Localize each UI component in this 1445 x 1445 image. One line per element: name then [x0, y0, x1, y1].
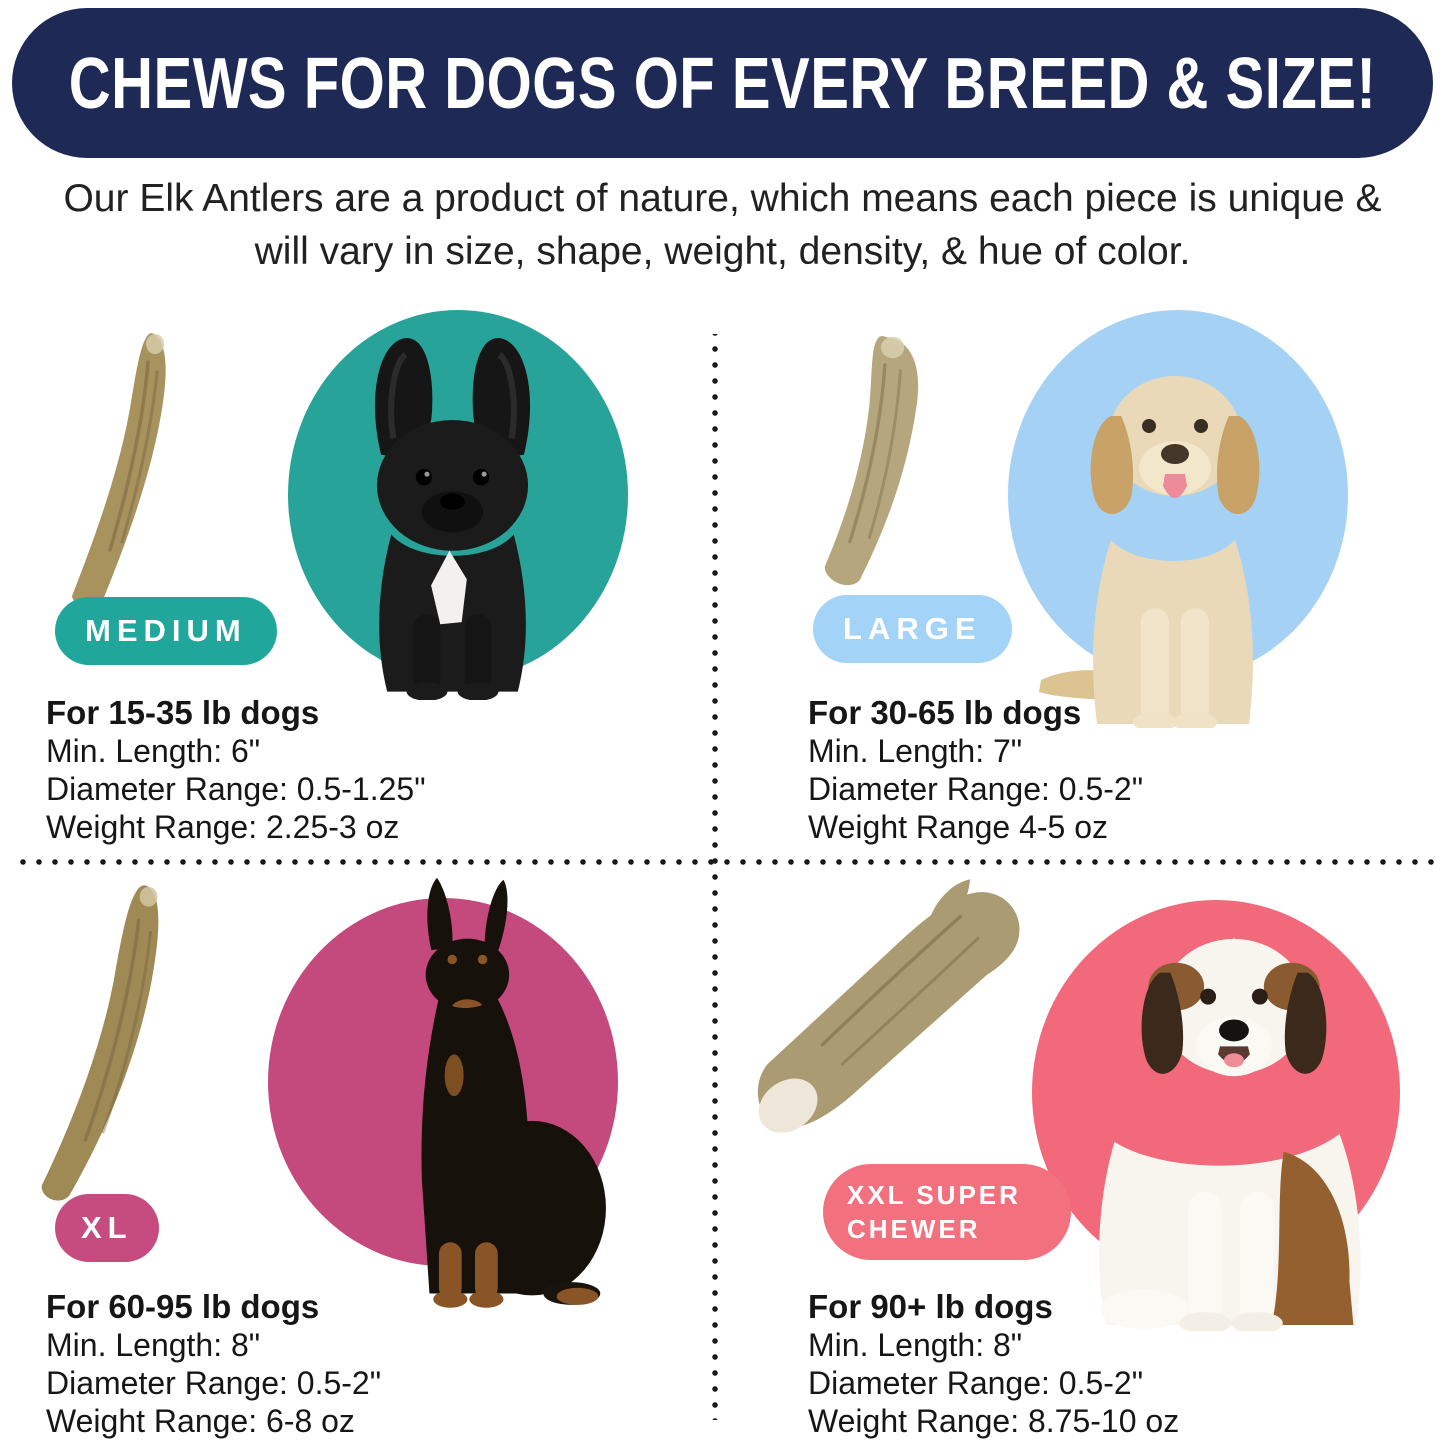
size-badge-xxl: XXL SUPER CHEWER [823, 1164, 1071, 1260]
size-info-medium: For 15-35 lb dogs Min. Length: 6" Diamet… [46, 694, 426, 846]
size-badge-medium: MEDIUM [55, 597, 277, 665]
french-bulldog-photo [374, 338, 531, 700]
min-length: Min. Length: 8" [808, 1327, 1023, 1363]
elk-antler-medium-illustration [72, 333, 166, 609]
weight-range: Weight Range: 8.75-10 oz [808, 1403, 1180, 1439]
dog-weight-audience: For 90+ lb dogs [808, 1288, 1053, 1325]
diameter-range: Diameter Range: 0.5-2" [46, 1365, 382, 1401]
diameter-range: Diameter Range: 0.5-1.25" [46, 771, 426, 807]
dog-weight-audience: For 30-65 lb dogs [808, 694, 1082, 731]
size-info-large: For 30-65 lb dogs Min. Length: 7" Diamet… [808, 694, 1143, 846]
size-badge-xl: XL [55, 1194, 159, 1262]
header-banner: CHEWS FOR DOGS OF EVERY BREED & SIZE! [12, 8, 1433, 158]
dog-weight-audience: For 60-95 lb dogs [46, 1288, 320, 1325]
vertical-dotted-divider [709, 334, 721, 1420]
elk-antler-xxl-illustration [757, 879, 1020, 1133]
elk-antler-large-illustration [824, 336, 919, 586]
size-info-xxl: For 90+ lb dogs Min. Length: 8" Diameter… [808, 1288, 1179, 1440]
saint-bernard-photo [1099, 936, 1361, 1331]
min-length: Min. Length: 7" [808, 733, 1023, 769]
doberman-photo [421, 877, 606, 1308]
size-badge-large: LARGE [813, 595, 1012, 663]
diameter-range: Diameter Range: 0.5-2" [808, 771, 1144, 807]
intro-text: Our Elk Antlers are a product of nature,… [63, 177, 1382, 273]
diameter-range: Diameter Range: 0.5-2" [808, 1365, 1144, 1401]
min-length: Min. Length: 8" [46, 1327, 261, 1363]
horizontal-dotted-divider [20, 856, 1434, 868]
labrador-photo [1039, 376, 1260, 728]
dog-weight-audience: For 15-35 lb dogs [46, 694, 320, 731]
page-title: CHEWS FOR DOGS OF EVERY BREED & SIZE! [68, 42, 1377, 124]
size-info-xl: For 60-95 lb dogs Min. Length: 8" Diamet… [46, 1288, 381, 1440]
weight-range: Weight Range 4-5 oz [808, 809, 1109, 845]
weight-range: Weight Range: 6-8 oz [46, 1403, 355, 1439]
elk-antler-xl-illustration [41, 885, 159, 1201]
weight-range: Weight Range: 2.25-3 oz [46, 809, 400, 845]
min-length: Min. Length: 6" [46, 733, 261, 769]
